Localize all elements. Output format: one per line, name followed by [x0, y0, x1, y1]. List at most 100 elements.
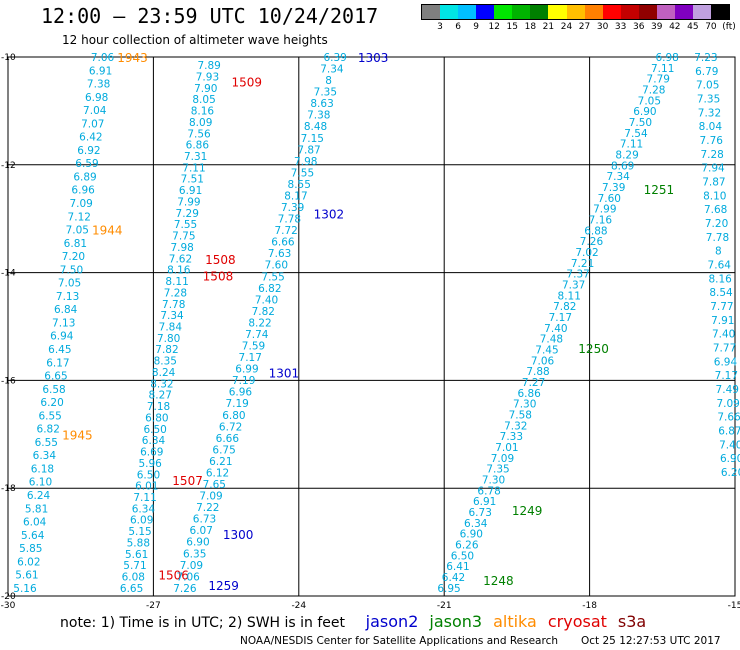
footer-credit: NOAA/NESDIS Center for Satellite Applica… — [240, 635, 558, 647]
wave-height-value: 6.75 — [212, 444, 235, 456]
wave-height-value: 8.32 — [150, 378, 173, 390]
wave-height-value: 8.05 — [192, 94, 215, 106]
wave-height-value: 5.61 — [125, 549, 148, 561]
scale-label: 70 — [705, 22, 717, 32]
wave-height-value: 7.80 — [157, 333, 180, 345]
scale-swatch — [711, 5, 730, 19]
wave-height-value: 7.98 — [294, 156, 317, 168]
wave-height-value: 7.11 — [620, 139, 643, 151]
wave-height-value: 6.55 — [38, 410, 61, 422]
pass-time-label: 1248 — [483, 574, 514, 588]
wave-height-value: 8.29 — [615, 150, 638, 162]
wave-height-value: 7.38 — [87, 79, 110, 91]
wave-height-value: 6.34 — [33, 450, 57, 462]
wave-height-value: 6.80 — [222, 410, 245, 422]
wave-height-value: 6.87 — [718, 426, 740, 438]
wave-height-value: 7.33 — [500, 431, 523, 443]
wave-height-value: 6.88 — [584, 225, 607, 237]
wave-height-value: 7.68 — [704, 204, 727, 216]
wave-height-value: 7.55 — [291, 167, 314, 179]
wave-height-value: 6.73 — [469, 507, 492, 519]
wave-height-value: 6.12 — [206, 467, 229, 479]
pass-time-label: 1508 — [205, 253, 236, 267]
scale-swatch — [458, 5, 477, 19]
wave-height-value: 7.07 — [81, 118, 104, 130]
pass-time-label: 1303 — [358, 51, 389, 65]
wave-height-value: 6.73 — [193, 514, 216, 526]
pass-time-label: 1509 — [231, 75, 262, 89]
wave-height-value: 6.41 — [446, 561, 469, 573]
scale-swatch — [440, 5, 459, 19]
scale-label: (ft) — [722, 22, 736, 32]
lat-tick-label: -18 — [1, 484, 16, 494]
wave-height-value: 6.99 — [235, 364, 258, 376]
wave-height-value: 7.06 — [91, 52, 115, 64]
wave-height-value: 7.55 — [261, 271, 284, 283]
wave-height-value: 6.91 — [89, 65, 112, 77]
wave-height-color-scale — [421, 4, 730, 20]
scale-swatch — [674, 5, 693, 19]
wave-height-value: 7.82 — [553, 301, 576, 313]
pass-time-label: 1249 — [512, 504, 543, 518]
lat-tick-label: -10 — [1, 53, 16, 63]
scale-label: 15 — [506, 22, 519, 32]
wave-height-value: 5.96 — [138, 458, 162, 470]
wave-height-value: 6.79 — [695, 66, 718, 78]
legend-jason2: jason2 — [365, 612, 419, 631]
pass-time-label: 1259 — [208, 579, 239, 593]
wave-height-value: 6.65 — [120, 583, 143, 595]
scale-label: 39 — [651, 22, 663, 32]
pass-time-label: 1944 — [92, 223, 123, 237]
wave-height-value: 7.04 — [83, 105, 107, 117]
page-subtitle: 12 hour collection of altimeter wave hei… — [62, 33, 328, 47]
wave-height-value: 7.09 — [716, 398, 739, 410]
legend-line: note: 1) Time is in UTC; 2) SWH is in fe… — [60, 612, 740, 634]
wave-height-value: 7.58 — [509, 410, 532, 422]
scale-swatch — [638, 5, 657, 19]
wave-height-value: 6.90 — [720, 453, 740, 465]
wave-height-value: 7.56 — [187, 128, 211, 140]
satellite-legend: jason2 jason3 altika cryosat s3a — [355, 612, 647, 631]
wave-height-value: 7.79 — [647, 74, 670, 86]
wave-height-value: 7.40 — [712, 329, 735, 341]
wave-height-value: 8.63 — [310, 98, 333, 110]
wave-height-value: 7.55 — [174, 219, 197, 231]
wave-height-value: 7.32 — [504, 420, 527, 432]
wave-height-value: 6.26 — [455, 540, 479, 552]
wave-height-value: 7.21 — [571, 258, 594, 270]
wave-height-value: 7.98 — [170, 242, 193, 254]
note-text: note: 1) Time is in UTC; 2) SWH is in fe… — [60, 615, 346, 631]
scale-swatch — [530, 5, 549, 19]
legend-s3a: s3a — [617, 612, 647, 631]
wave-height-value: 8.22 — [248, 317, 271, 329]
wave-height-value: 8.35 — [154, 356, 177, 368]
wave-height-value: 7.60 — [598, 193, 621, 205]
wave-height-value: 7.99 — [177, 196, 200, 208]
wave-height-value: 6.98 — [85, 92, 108, 104]
wave-height-value: 6.42 — [442, 572, 465, 584]
lon-tick-label: -24 — [291, 601, 306, 610]
page-title: 12:00 – 23:59 UTC 10/24/2017 — [41, 4, 379, 28]
wave-height-value: 6.02 — [17, 556, 40, 568]
wave-height-value: 7.93 — [196, 71, 219, 83]
wave-height-value: 6.39 — [323, 52, 346, 64]
wave-height-value: 6.66 — [216, 433, 240, 445]
wave-height-value: 6.90 — [186, 537, 209, 549]
wave-height-value: 7.94 — [701, 163, 725, 175]
wave-height-value: 8 — [325, 75, 332, 87]
wave-height-value: 7.87 — [702, 177, 725, 189]
wave-height-value: 7.28 — [700, 149, 723, 161]
wave-height-value: 6.04 — [23, 517, 47, 529]
wave-height-value: 6.89 — [73, 171, 96, 183]
wave-height-value: 7.27 — [522, 377, 545, 389]
wave-height-value: 7.78 — [162, 299, 185, 311]
wave-height-value: 7.22 — [196, 502, 219, 514]
wave-height-value: 6.42 — [79, 132, 102, 144]
wave-height-value: 6.65 — [44, 371, 67, 383]
wave-height-value: 6.98 — [655, 52, 678, 64]
scale-label: 9 — [473, 22, 480, 32]
scale-swatch — [602, 5, 621, 19]
wave-height-value: 7.20 — [62, 251, 85, 263]
wave-height-value: 7.82 — [252, 306, 275, 318]
wave-height-value: 7.12 — [68, 211, 91, 223]
